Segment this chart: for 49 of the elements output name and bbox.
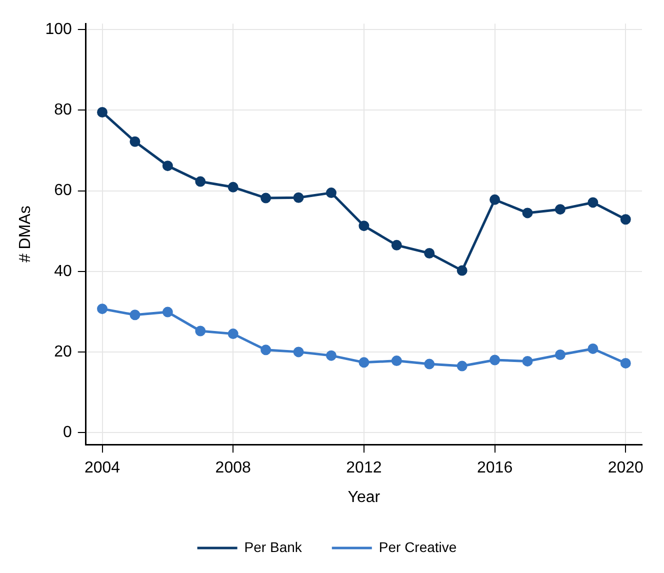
- point: [490, 354, 500, 366]
- point: [260, 192, 272, 204]
- point: [588, 197, 598, 208]
- point: [195, 326, 206, 336]
- point: [424, 248, 435, 258]
- point: [97, 304, 108, 314]
- point: [391, 356, 402, 366]
- x-tick-label: 2012: [346, 460, 382, 477]
- point: [130, 310, 140, 320]
- point: [293, 346, 304, 358]
- point: [620, 214, 631, 225]
- legend-label: Per Creative: [378, 538, 457, 555]
- point: [326, 350, 336, 361]
- point: [228, 328, 238, 340]
- point: [162, 306, 173, 318]
- point: [554, 204, 566, 215]
- point: [293, 192, 304, 203]
- x-tick-label: 2016: [477, 460, 513, 477]
- point: [326, 188, 336, 198]
- y-tick-label: 100: [45, 21, 72, 38]
- point: [588, 343, 598, 354]
- y-axis-title: # DMAs: [17, 206, 34, 263]
- point: [97, 106, 108, 118]
- legend-label: Per Bank: [244, 538, 303, 555]
- point: [522, 356, 533, 366]
- point: [195, 176, 206, 187]
- point: [228, 182, 238, 192]
- y-tick-label: 80: [54, 102, 72, 119]
- point: [260, 344, 272, 356]
- point: [456, 360, 468, 372]
- point: [522, 208, 533, 218]
- y-tick-label: 40: [54, 262, 72, 280]
- x-tick-label: 2008: [215, 460, 251, 477]
- point: [424, 358, 435, 370]
- point: [391, 240, 402, 250]
- point: [130, 136, 140, 147]
- x-axis-title: Year: [348, 488, 381, 506]
- point: [162, 160, 173, 172]
- y-tick-label: 0: [62, 424, 72, 441]
- point: [490, 194, 500, 205]
- point: [358, 357, 370, 368]
- point: [456, 265, 468, 276]
- x-tick-label: 2020: [608, 460, 644, 477]
- point: [620, 358, 631, 368]
- y-tick-label: 20: [54, 343, 72, 360]
- point: [554, 350, 566, 360]
- point: [358, 220, 370, 232]
- y-tick-label: 60: [54, 182, 72, 200]
- x-tick-label: 2004: [84, 460, 120, 477]
